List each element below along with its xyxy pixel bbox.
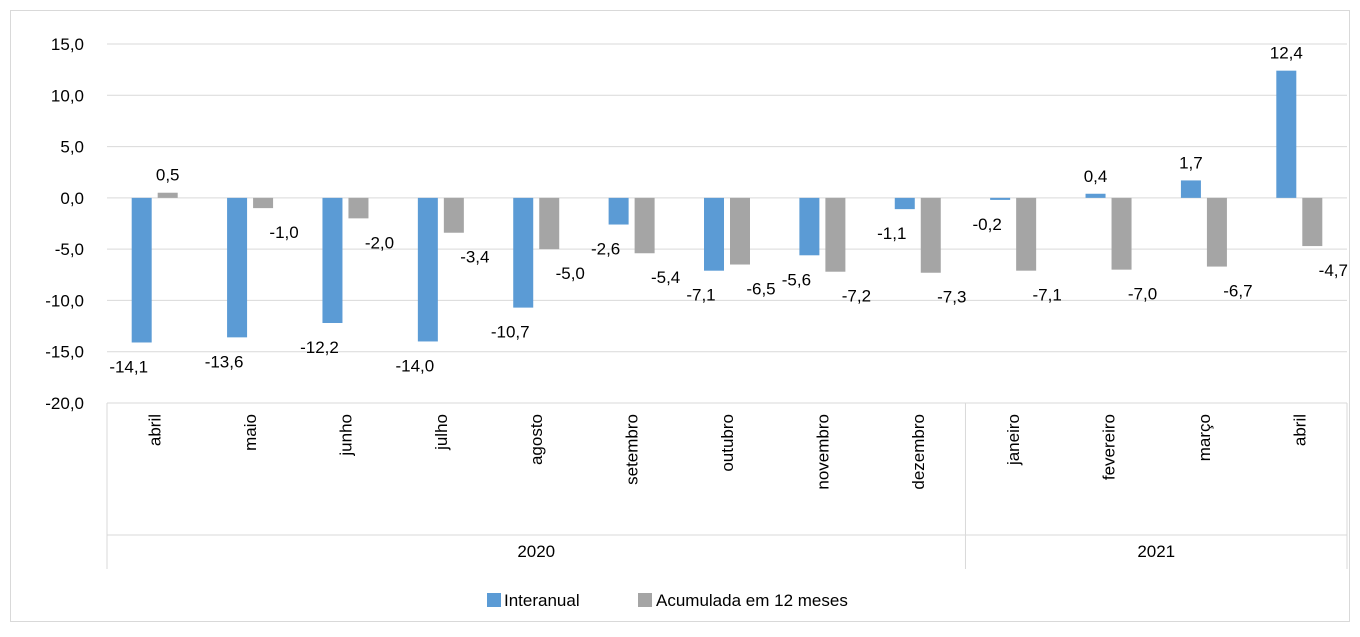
x-tick-label: março [1195, 414, 1214, 461]
y-tick-label: 10,0 [51, 86, 84, 105]
y-tick-label: 15,0 [51, 35, 84, 54]
label-acumulada-12: -4,7 [1319, 261, 1348, 280]
x-tick-label: novembro [813, 414, 832, 490]
bar-interanual-10 [1085, 193, 1106, 198]
label-acumulada-9: -7,1 [1033, 286, 1062, 305]
label-interanual-0: -14,1 [109, 357, 148, 376]
bar-interanual-0 [131, 197, 152, 343]
bar-acumulada-4 [539, 197, 560, 250]
label-acumulada-4: -5,0 [556, 264, 585, 283]
x-tick-label: dezembro [909, 414, 928, 490]
x-axis: abril maio junho julho agosto setembro outubro… [106, 403, 1348, 569]
x-tick-label: janeiro [1004, 414, 1023, 466]
bar-interanual-11 [1180, 180, 1201, 198]
bar-acumulada-10 [1111, 197, 1132, 270]
label-interanual-4: -10,7 [491, 323, 530, 342]
bar-acumulada-6 [730, 197, 750, 265]
bar-interanual-12 [1276, 70, 1297, 198]
bar-interanual-2 [322, 197, 343, 323]
y-tick-label: -5,0 [55, 240, 84, 259]
label-acumulada-3: -3,4 [460, 248, 489, 267]
bars [131, 70, 1323, 343]
bar-acumulada-7 [825, 197, 846, 272]
label-interanual-10: 0,4 [1084, 167, 1108, 186]
chart-border [10, 10, 1350, 622]
bar-interanual-7 [799, 197, 820, 256]
legend-label-interanual: Interanual [504, 591, 580, 610]
y-tick-label: -10,0 [45, 291, 84, 310]
label-interanual-1: -13,6 [205, 352, 244, 371]
label-interanual-6: -7,1 [686, 286, 715, 305]
bar-interanual-8 [894, 197, 915, 210]
bar-acumulada-11 [1206, 197, 1227, 267]
x-tick-label: setembro [623, 414, 642, 485]
legend-swatch-interanual [487, 593, 501, 607]
label-acumulada-7: -7,2 [842, 287, 871, 306]
y-tick-label: 0,0 [60, 189, 84, 208]
y-tick-label: 5,0 [60, 138, 84, 157]
x-tick-label: agosto [527, 414, 546, 465]
label-interanual-2: -12,2 [300, 338, 339, 357]
bar-acumulada-12 [1302, 197, 1323, 247]
bar-interanual-5 [608, 197, 629, 225]
x-tick-label: abril [1290, 414, 1309, 446]
bar-acumulada-9 [1016, 197, 1037, 271]
x-tick-label: fevereiro [1100, 414, 1119, 480]
bar-acumulada-5 [634, 197, 655, 254]
label-interanual-3: -14,0 [395, 356, 434, 375]
label-interanual-9: -0,2 [973, 215, 1002, 234]
legend-swatch-acumulada [638, 593, 652, 607]
bar-interanual-1 [227, 197, 248, 338]
y-tick-label: -15,0 [45, 343, 84, 362]
label-acumulada-11: -6,7 [1223, 282, 1252, 301]
group-label: 2021 [1137, 542, 1175, 561]
label-acumulada-1: -1,0 [269, 223, 298, 242]
x-tick-label: maio [241, 414, 260, 451]
data-labels: -14,1 -13,6 -12,2 -14,0 -10,7 -2,6 -7,1 -5,6 -1,… [109, 44, 1348, 377]
bar-acumulada-1 [253, 197, 274, 209]
bar-acumulada-2 [348, 197, 369, 219]
y-axis: 15,0 10,0 5,0 0,0 -5,0 -10,0 -15,0 -20,0 [45, 35, 84, 413]
x-tick-label: abril [146, 414, 165, 446]
label-acumulada-6: -6,5 [746, 280, 775, 299]
legend-label-acumulada: Acumulada em 12 meses [656, 591, 848, 610]
bar-acumulada-8 [920, 197, 941, 273]
label-acumulada-0: 0,5 [156, 166, 180, 185]
label-interanual-8: -1,1 [877, 224, 906, 243]
group-label: 2020 [517, 542, 555, 561]
label-interanual-12: 12,4 [1270, 44, 1303, 63]
label-acumulada-10: -7,0 [1128, 285, 1157, 304]
bar-acumulada-0 [157, 192, 178, 198]
legend: Interanual Acumulada em 12 meses [487, 591, 848, 610]
y-tick-label: -20,0 [45, 394, 84, 413]
gridlines [107, 43, 1347, 404]
label-acumulada-2: -2,0 [365, 233, 394, 252]
bar-interanual-9 [990, 197, 1011, 200]
label-acumulada-5: -5,4 [651, 268, 680, 287]
bar-interanual-4 [513, 197, 534, 308]
label-acumulada-8: -7,3 [937, 288, 966, 307]
bar-interanual-3 [417, 197, 438, 342]
x-tick-label: outubro [718, 414, 737, 472]
bar-acumulada-3 [443, 197, 464, 233]
label-interanual-5: -2,6 [591, 240, 620, 259]
x-tick-label: junho [336, 414, 355, 457]
label-interanual-11: 1,7 [1179, 153, 1203, 172]
x-tick-label: julho [432, 414, 451, 451]
bar-interanual-6 [704, 197, 724, 271]
label-interanual-7: -5,6 [782, 270, 811, 289]
